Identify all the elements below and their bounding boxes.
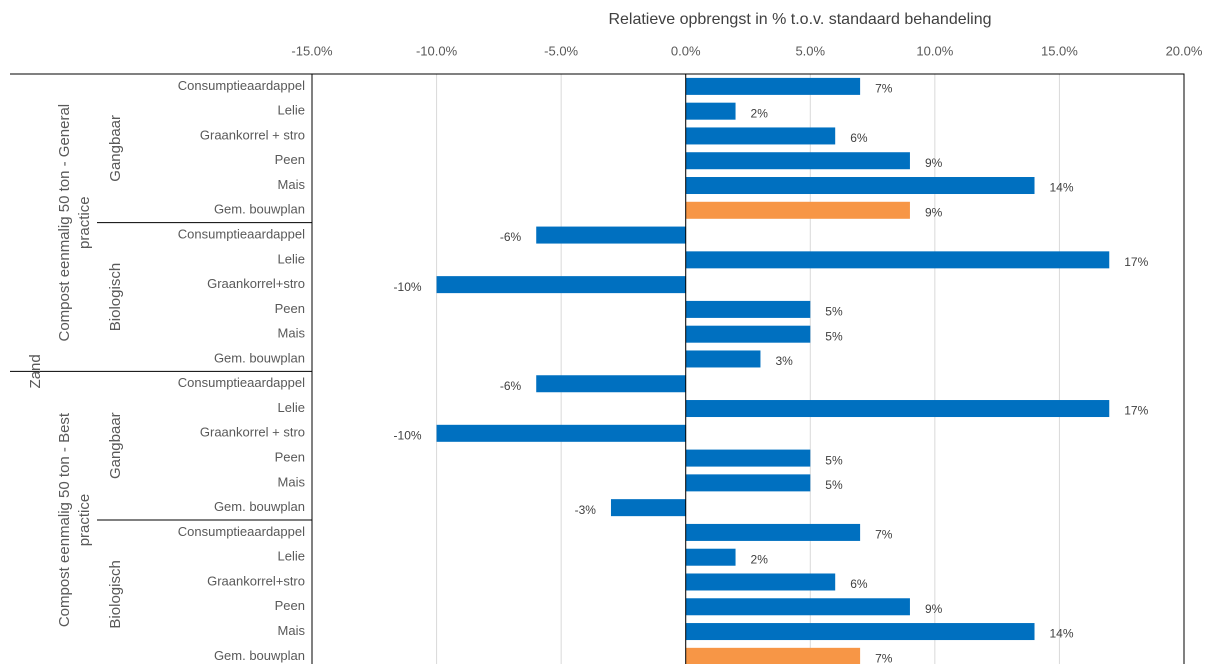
y-tick-label: Graankorrel+stro [207,573,305,588]
y-tick-label: Mais [278,326,306,341]
bar [536,226,686,244]
y-tick-label: Lelie [278,103,305,118]
data-label: 17% [1124,404,1148,418]
bar [685,623,1035,641]
plot-border [311,73,1185,669]
data-label: 9% [925,602,943,616]
x-tick-label: -15.0% [291,43,333,58]
bar [436,276,686,294]
data-label: 5% [825,453,843,467]
bar [685,548,736,566]
y-tick-label: Mais [278,623,306,638]
outer-group-label: Zand [27,354,44,388]
x-axis-title: Relatieve opbrengst in % t.o.v. standaar… [608,11,991,28]
data-label: 5% [825,305,843,319]
y-tick-label: Graankorrel + stro [200,425,305,440]
group-label: Compost eenmalig 50 ton - General practic… [56,104,93,342]
x-tick-label: 10.0% [916,43,953,58]
data-label: 5% [825,329,843,343]
y-tick-label: Lelie [278,549,305,564]
data-label: 6% [850,577,868,591]
subgroup-label: Biologisch [107,263,124,331]
bar [685,598,910,616]
x-tick-label: 5.0% [795,43,825,58]
bar [685,300,811,318]
bar [685,647,861,665]
data-label: -10% [394,280,422,294]
x-tick-label: -10.0% [416,43,458,58]
subgroup-label: Biologisch [107,560,124,628]
y-tick-label: Peen [275,450,305,465]
y-tick-label: Gem. bouwplan [214,499,305,514]
data-label: 7% [875,82,893,96]
bar [436,424,686,442]
y-tick-label: Consumptieaardappel [178,78,305,93]
group-label: Compost eenmalig 50 ton - Best practice [56,412,93,627]
bar [536,375,686,393]
data-label: 9% [925,205,943,219]
y-tick-label: Graankorrel + stro [200,127,305,142]
data-label: 5% [825,478,843,492]
y-tick-label: Gem. bouwplan [214,648,305,663]
bar [685,400,1110,418]
data-label: 9% [925,156,943,170]
x-tick-label: 0.0% [671,43,701,58]
data-label: -3% [575,503,597,517]
bar [685,573,836,591]
y-tick-label: Peen [275,152,305,167]
bar [685,251,1110,269]
y-tick-label: Mais [278,474,306,489]
y-tick-label: Consumptieaardappel [178,524,305,539]
y-tick-label: Lelie [278,251,305,266]
y-tick-label: Lelie [278,400,305,415]
data-label: 7% [875,652,893,664]
bar [685,152,910,170]
data-label: 3% [775,354,793,368]
subgroup-label: Gangbaar [107,412,124,479]
bar [685,449,811,467]
data-label: -6% [500,379,522,393]
data-label: -10% [394,428,422,442]
data-label: 2% [751,552,769,566]
bar [685,127,836,145]
bar [685,523,861,541]
y-tick-label: Mais [278,177,306,192]
bar [685,325,811,343]
bar [685,201,910,219]
y-tick-label: Gem. bouwplan [214,350,305,365]
y-tick-label: Consumptieaardappel [178,227,305,242]
bar [685,77,861,95]
y-tick-label: Peen [275,598,305,613]
data-label: 7% [875,528,893,542]
data-label: -6% [500,230,522,244]
x-tick-label: -5.0% [544,43,578,58]
bar [685,474,811,492]
bar [685,350,761,368]
bar [610,499,686,517]
data-label: 17% [1124,255,1148,269]
subgroup-label: Gangbaar [107,115,124,182]
data-label: 14% [1050,627,1074,641]
data-label: 14% [1050,181,1074,195]
x-tick-label: 15.0% [1041,43,1078,58]
y-tick-label: Peen [275,301,305,316]
y-tick-label: Graankorrel+stro [207,276,305,291]
y-tick-label: Consumptieaardappel [178,375,305,390]
data-label: 6% [850,131,868,145]
x-tick-label: 20.0% [1166,43,1203,58]
data-label: 2% [751,106,769,120]
y-tick-label: Gem. bouwplan [214,202,305,217]
bar [685,177,1035,195]
bar [685,102,736,120]
